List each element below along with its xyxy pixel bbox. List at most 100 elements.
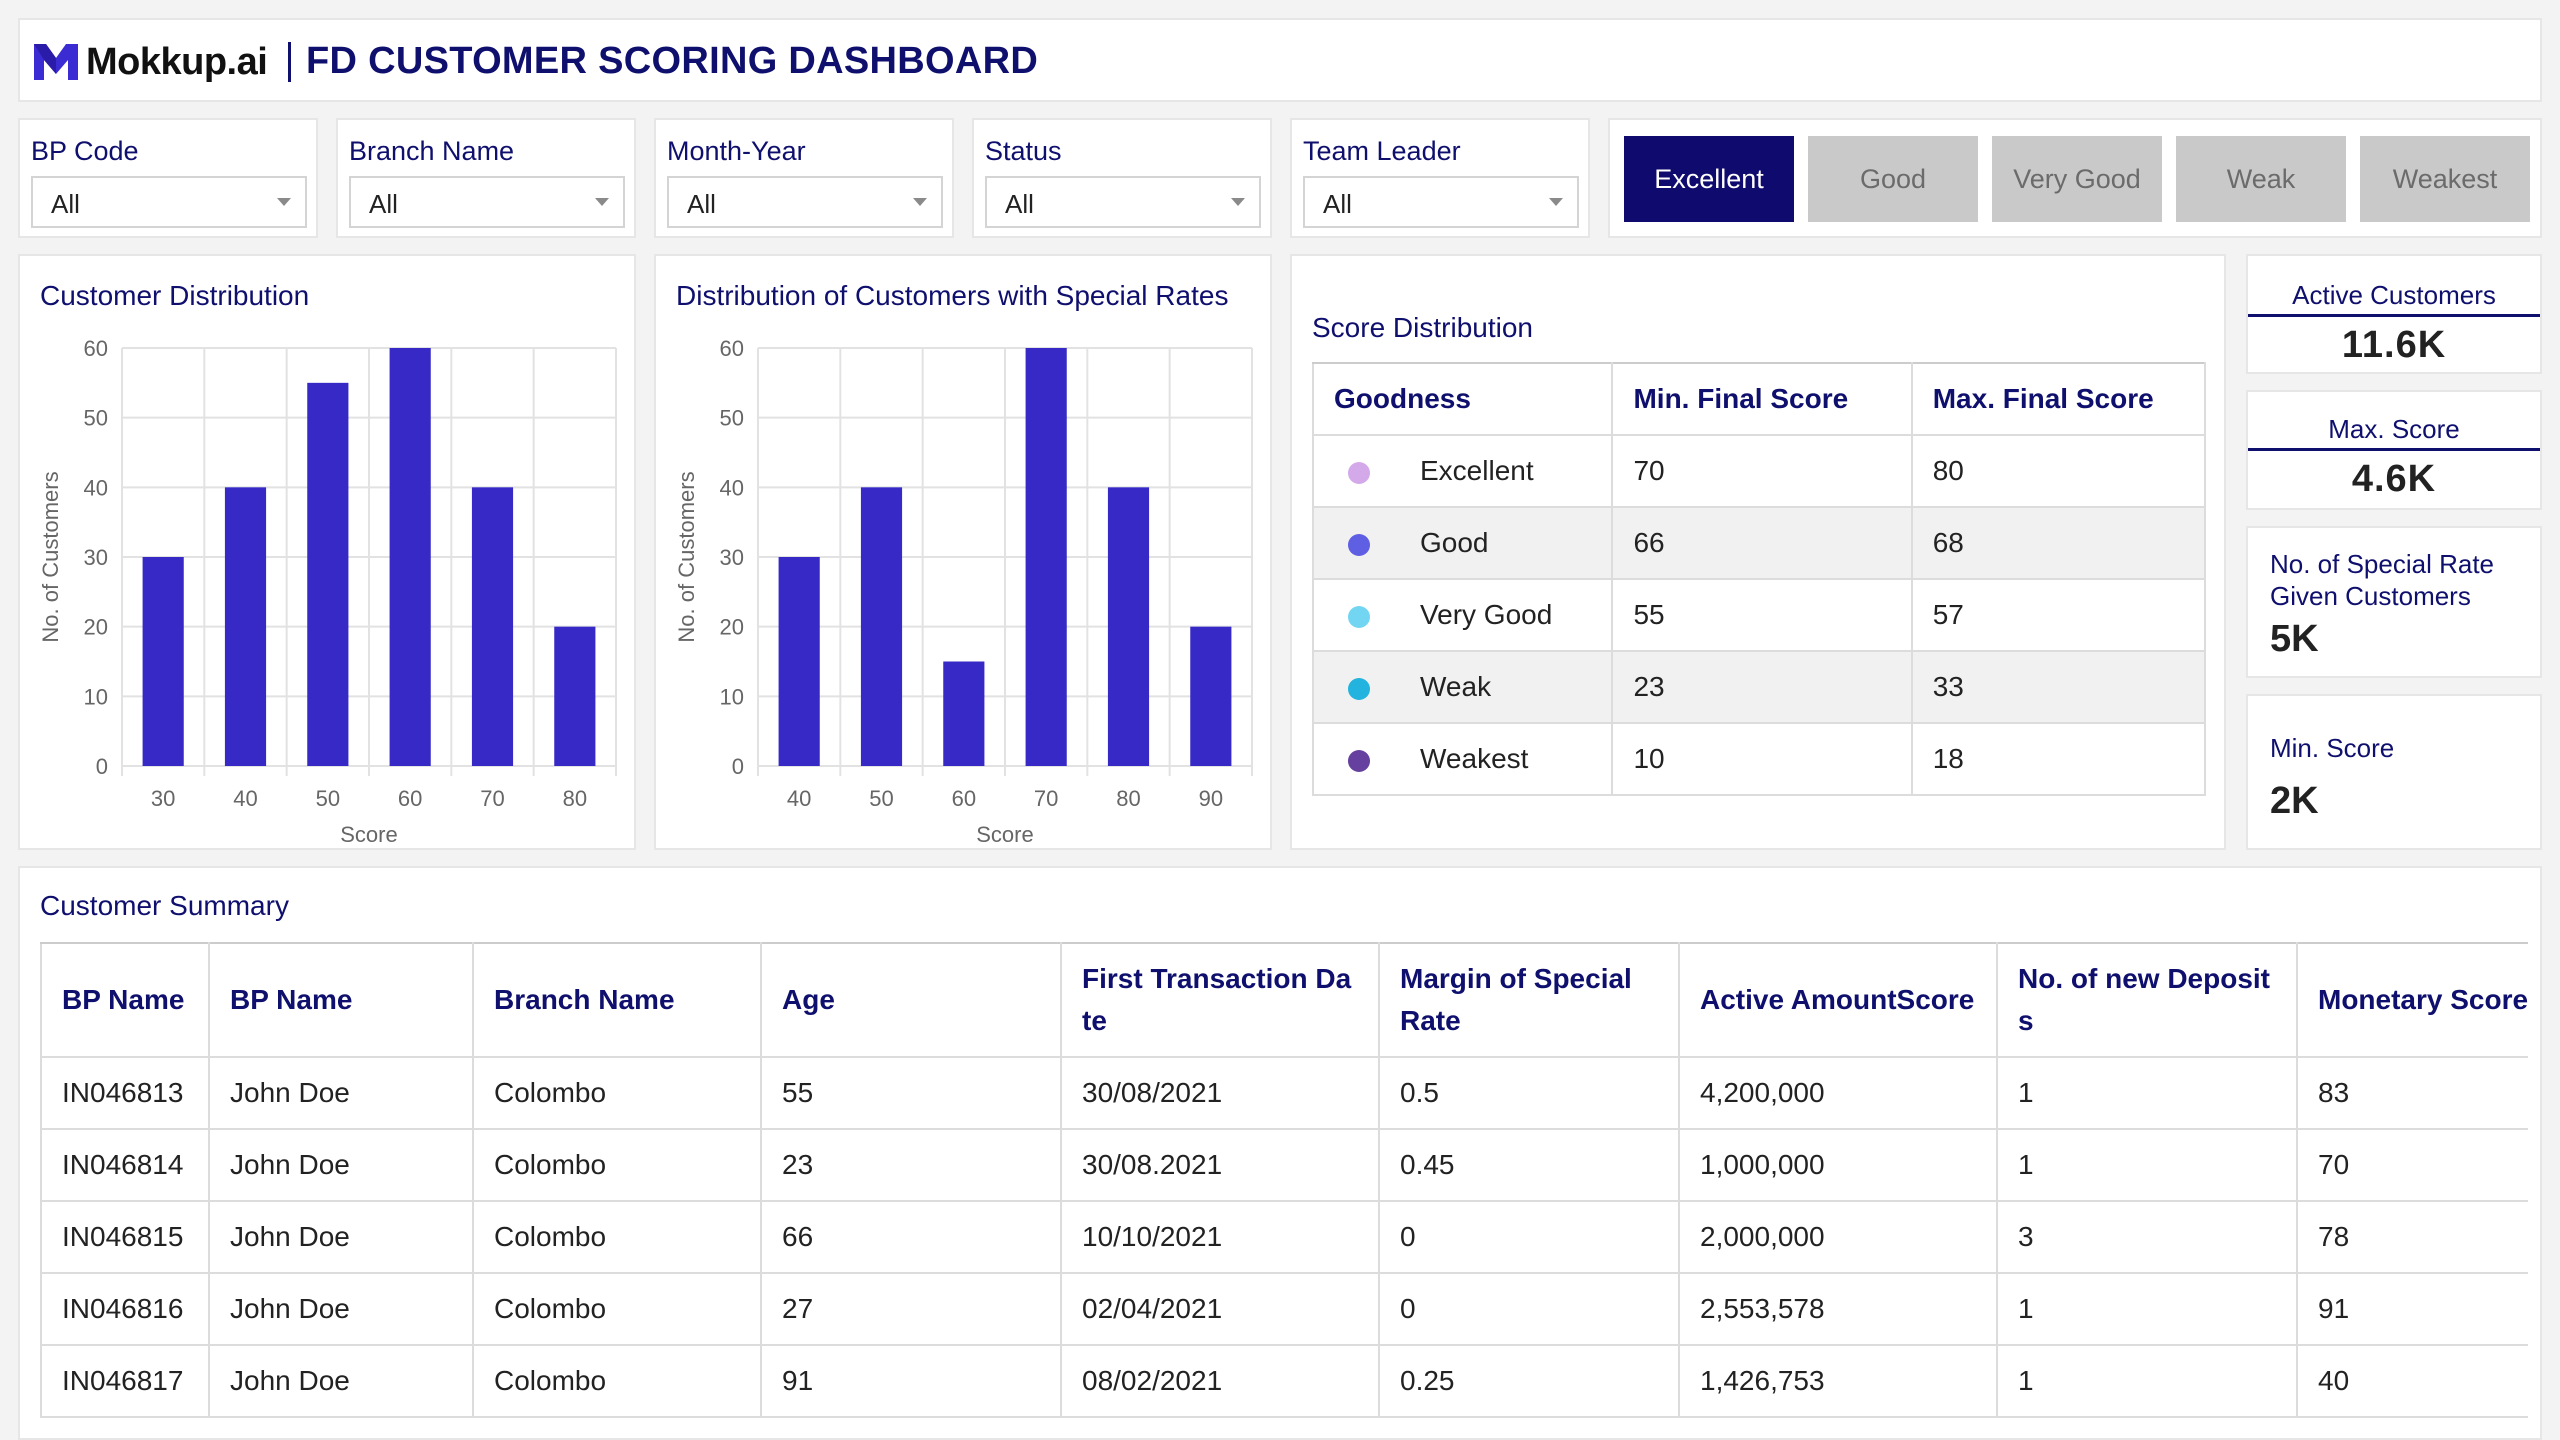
table-cell: 4,200,000 [1678, 1057, 1998, 1130]
customer-summary-scroll[interactable]: BP Name BP Name Branch Name Age First Transa… [40, 942, 2528, 1438]
max-score-cell: 33 [1910, 651, 2207, 724]
tab-good[interactable]: Good [1808, 136, 1978, 222]
x-tick-label: 40 [233, 786, 257, 811]
bar [1025, 348, 1067, 766]
x-tick-label: 70 [480, 786, 504, 811]
table-cell: John Doe [208, 1057, 474, 1130]
table-cell: 91 [760, 1345, 1062, 1418]
chart-svg: 0 10 20 30 40 50 60 40 50 60 70 80 90 Score No. of Cus… [674, 336, 1253, 847]
chart-svg: 0 10 20 30 40 50 60 30 40 50 60 70 80 Score No. of Cus… [38, 336, 617, 847]
y-tick-label: 30 [84, 545, 108, 570]
y-tick-label: 10 [720, 684, 744, 709]
bar [471, 487, 514, 766]
table-cell: Colombo [472, 1273, 762, 1346]
legend-dot-icon [1348, 533, 1370, 556]
column-header: Age [760, 942, 1062, 1058]
table-cell: 70 [2296, 1129, 2528, 1202]
x-tick-label: 70 [1034, 786, 1058, 811]
x-tick-label: 60 [398, 786, 422, 811]
column-header: BP Name [40, 942, 210, 1058]
kpi-active-customers: Active Customers 11.6K [2246, 254, 2542, 374]
table-cell: Colombo [472, 1201, 762, 1274]
table-cell: 27 [760, 1273, 1062, 1346]
legend-dot-icon [1348, 749, 1370, 772]
x-tick-label: 50 [869, 786, 893, 811]
bar [1190, 626, 1232, 766]
bar [554, 626, 596, 766]
status-dropdown[interactable]: All [985, 176, 1261, 228]
page-title: FD CUSTOMER SCORING DASHBOARD [306, 40, 1039, 82]
x-axis-label: Score [976, 822, 1033, 847]
kpi-value: 5K [2270, 618, 2319, 660]
y-tick-label: 20 [720, 615, 744, 640]
branch-name-dropdown[interactable]: All [349, 176, 625, 228]
table-cell: IN046816 [40, 1273, 210, 1346]
table-row[interactable]: IN046816 John Doe Colombo 27 02/04/2021 0 2,55… [40, 1273, 2528, 1346]
y-axis-label: No. of Customers [38, 471, 63, 642]
table-cell: 0 [1378, 1273, 1680, 1346]
table-row[interactable]: IN046817 John Doe Colombo 91 08/02/2021 0.25 1… [40, 1345, 2528, 1418]
column-header: Max. Final Score [1910, 362, 2207, 436]
y-tick-label: 0 [96, 754, 108, 779]
kpi-min-score: Min. Score 2K [2246, 694, 2542, 850]
dropdown-value: All [1323, 189, 1352, 219]
table-row[interactable]: IN046815 John Doe Colombo 66 10/10/2021 0 2,00… [40, 1201, 2528, 1274]
goodness-cell: Very Good [1311, 579, 1614, 652]
max-score-cell: 80 [1910, 435, 2207, 508]
table-cell: 0 [1378, 1201, 1680, 1274]
kpi-underline [2248, 314, 2540, 317]
goodness-cell: Excellent [1311, 435, 1614, 508]
logo-text: Mokkup.ai [86, 40, 268, 83]
goodness-cell: Good [1311, 507, 1614, 580]
tab-very-good[interactable]: Very Good [1992, 136, 2162, 222]
filter-label: Branch Name [349, 136, 515, 166]
dropdown-value: All [687, 189, 716, 219]
table-cell: 10/10/2021 [1060, 1201, 1380, 1274]
column-header: Monetary Score [2296, 942, 2528, 1058]
kpi-value: 4.6K [2351, 458, 2437, 500]
table-cell: 2,000,000 [1678, 1201, 1998, 1274]
goodness-label: Excellent [1420, 455, 1534, 486]
goodness-label: Weak [1420, 671, 1492, 702]
max-score-cell: 57 [1910, 579, 2207, 652]
chevron-down-icon [595, 198, 609, 206]
kpi-label: Min. Score [2270, 733, 2395, 763]
bp-code-dropdown[interactable]: All [31, 176, 307, 228]
table-cell: John Doe [208, 1345, 474, 1418]
month-year-dropdown[interactable]: All [667, 176, 943, 228]
tab-weak[interactable]: Weak [2176, 136, 2346, 222]
table-cell: 78 [2296, 1201, 2528, 1274]
chart-title: Distribution of Customers with Special R… [676, 280, 1229, 311]
x-axis-label: Score [340, 822, 397, 847]
filter-label: Month-Year [667, 136, 806, 166]
table-cell: 40 [2296, 1345, 2528, 1418]
x-tick-label: 80 [1116, 786, 1140, 811]
column-header: Branch Name [472, 942, 762, 1058]
table-cell: IN046813 [40, 1057, 210, 1130]
bar [224, 487, 267, 766]
filter-team-leader: Team Leader All [1290, 118, 1590, 238]
table-row[interactable]: IN046813 John Doe Colombo 55 30/08/2021 0.5 4,… [40, 1057, 2528, 1130]
score-distribution-title: Score Distribution [1312, 312, 1533, 343]
customer-distribution-chart: Customer Distribution 0 10 20 30 40 50 60 30 40 5… [18, 254, 636, 850]
y-axis-label: No. of Customers [674, 471, 699, 642]
kpi-underline [2248, 448, 2540, 451]
column-header: Active AmountScore [1678, 942, 1998, 1058]
table-cell: 1 [1996, 1345, 2298, 1418]
column-header: Min. Final Score [1611, 362, 1913, 436]
team-leader-dropdown[interactable]: All [1303, 176, 1579, 228]
table-cell: 1 [1996, 1129, 2298, 1202]
y-tick-label: 50 [84, 406, 108, 431]
table-row[interactable]: IN046814 John Doe Colombo 23 30/08.2021 0.45 1… [40, 1129, 2528, 1202]
min-score-cell: 70 [1611, 435, 1913, 508]
table-cell: IN046817 [40, 1345, 210, 1418]
bar [778, 557, 820, 766]
y-tick-label: 60 [720, 336, 744, 361]
x-tick-label: 40 [787, 786, 811, 811]
filter-label: Status [985, 136, 1062, 166]
y-tick-label: 60 [84, 336, 108, 361]
filter-label: BP Code [31, 136, 139, 166]
tab-weakest[interactable]: Weakest [2360, 136, 2530, 222]
dropdown-value: All [51, 189, 80, 219]
tab-excellent[interactable]: Excellent [1624, 136, 1794, 222]
